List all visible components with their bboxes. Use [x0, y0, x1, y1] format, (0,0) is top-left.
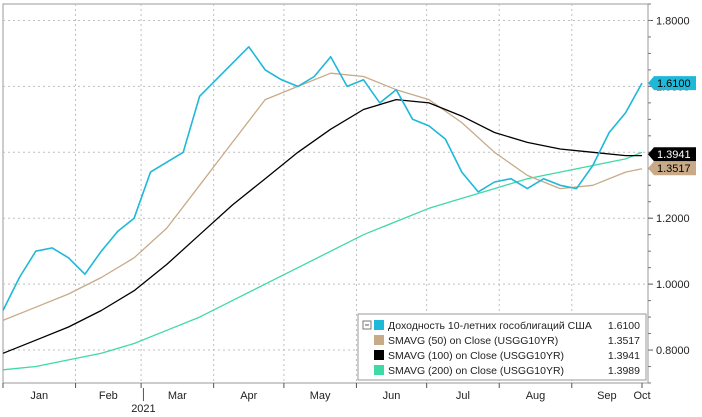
x-tick-label: Jun [383, 390, 401, 402]
series-line-3 [2, 151, 643, 371]
x-tick-label: Apr [240, 390, 257, 402]
last-value-tag [648, 76, 696, 91]
last-value-tag [648, 161, 696, 176]
y-tick-label: 1.0000 [656, 279, 690, 291]
legend-series-value: 1.6100 [608, 320, 640, 332]
legend-series-name: SMAVG (200) on Close (USGG10YR) [388, 365, 564, 377]
y-tick-label: 1.8000 [656, 15, 690, 27]
x-tick-label: Feb [99, 390, 118, 402]
x-tick-label: May [310, 390, 331, 402]
legend-swatch [374, 335, 384, 345]
legend-series-value: 1.3517 [608, 335, 640, 347]
legend-series-name: SMAVG (100) on Close (USGG10YR) [388, 350, 564, 362]
series-line-1 [2, 72, 643, 322]
x-tick-label: Sep [597, 390, 617, 402]
y-tick-label: 1.2000 [656, 213, 690, 225]
legend-series-value: 1.3989 [608, 365, 640, 377]
last-value-tag [648, 147, 696, 162]
last-value-label: 1.3517 [657, 163, 691, 175]
legend-swatch [374, 350, 384, 360]
x-axis-year-label: 2021 [131, 403, 155, 412]
legend-swatch [374, 365, 384, 375]
series-line-2 [2, 98, 642, 354]
legend-box [357, 313, 647, 381]
x-tick-label: Oct [633, 390, 650, 402]
y-tick-label: 0.8000 [656, 345, 690, 357]
legend-series-name: SMAVG (50) on Close (USGG10YR) [388, 335, 558, 347]
legend-series-value: 1.3941 [608, 350, 640, 362]
legend-series-name: Доходность 10-летних гособлигаций США [388, 320, 592, 332]
x-tick-label: Mar [168, 390, 187, 402]
x-tick-label: Aug [526, 390, 546, 402]
x-tick-label: Jul [456, 390, 470, 402]
last-value-label: 1.3941 [657, 149, 691, 161]
legend-swatch [374, 320, 384, 330]
series-line-0 [2, 45, 643, 311]
x-tick-label: Jan [30, 390, 48, 402]
last-value-label: 1.6100 [657, 78, 691, 90]
